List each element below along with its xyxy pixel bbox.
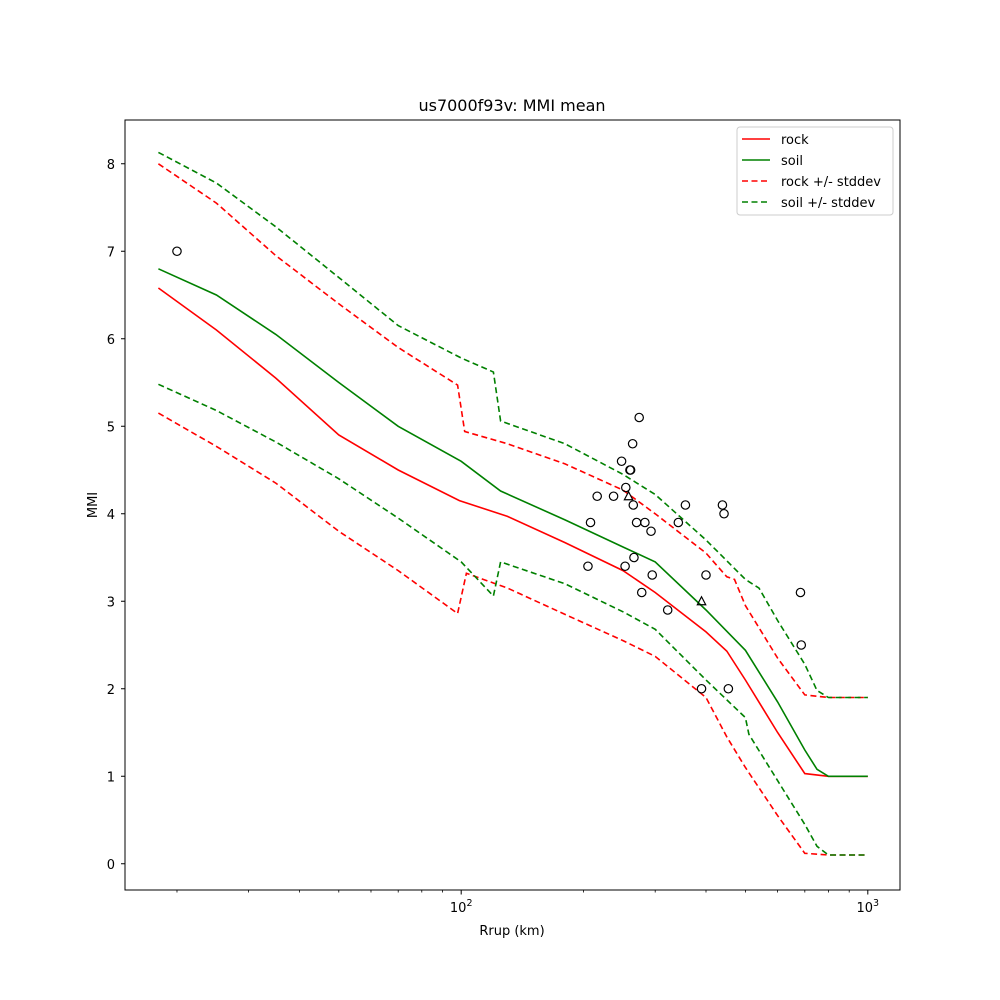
legend-label-soil-stddev: soil +/- stddev — [781, 196, 876, 211]
observation-circle-marker — [621, 482, 631, 493]
observation-triangle-marker — [696, 595, 707, 606]
series-line-rock-stddev — [158, 412, 868, 856]
y-axis-label: MMI — [86, 492, 101, 518]
legend: rock soil rock +/- stddev soil +/- stddev — [736, 126, 894, 216]
observation-triangle-marker — [623, 490, 634, 501]
y-tick-label: 0 — [107, 858, 115, 873]
y-tick-label: 1 — [107, 770, 115, 785]
observation-circle-marker — [662, 605, 673, 615]
chart-title: us7000f93v: MMI mean — [418, 96, 605, 115]
observation-circle-marker — [647, 570, 658, 580]
observation-circle-marker — [172, 246, 182, 257]
x-tick-label: 103 — [857, 898, 880, 916]
series-line-rock — [157, 287, 868, 778]
y-tick-label: 6 — [107, 333, 115, 348]
observation-circle-marker — [634, 412, 644, 423]
observation-circle-marker — [627, 438, 638, 449]
observation-circle-marker — [625, 465, 636, 475]
series-line-soil-stddev — [158, 151, 868, 699]
observation-circle-marker — [583, 561, 593, 572]
series-line-soil — [158, 268, 868, 778]
observation-circle-marker — [719, 508, 729, 519]
observation-circle-marker — [701, 570, 711, 580]
y-tick-label: 7 — [107, 245, 115, 260]
observation-circle-marker — [585, 517, 596, 528]
observation-circle-marker — [616, 456, 627, 467]
observation-circle-marker — [636, 587, 647, 598]
y-tick-label: 4 — [107, 508, 115, 523]
observation-circle-marker — [608, 491, 619, 502]
observation-circle-marker — [717, 500, 728, 510]
legend-label-rock-stddev: rock +/- stddev — [781, 175, 881, 190]
x-tick-label: 102 — [450, 898, 473, 916]
marker-layer — [172, 246, 807, 694]
observation-circle-marker — [796, 640, 807, 650]
observation-circle-marker — [592, 491, 602, 502]
series-line-soil-stddev — [158, 383, 868, 856]
tick-layer: 0 1 2 3 4 5 6 7 8 102 103 — [107, 158, 879, 916]
observation-circle-marker — [696, 683, 707, 694]
series-layer — [157, 151, 868, 856]
legend-label-rock: rock — [781, 133, 809, 148]
x-axis-label: Rrup (km) — [479, 924, 544, 939]
legend-label-soil: soil — [781, 154, 803, 169]
y-tick-label: 8 — [107, 158, 115, 173]
plot-frame — [124, 119, 901, 891]
observation-circle-marker — [723, 683, 734, 694]
y-tick-label: 2 — [107, 683, 115, 698]
observation-circle-marker — [629, 552, 639, 563]
y-tick-label: 5 — [107, 420, 115, 435]
y-tick-label: 3 — [107, 595, 115, 610]
legend-box — [736, 126, 894, 216]
observation-circle-marker — [673, 517, 684, 528]
observation-circle-marker — [640, 517, 650, 528]
observation-circle-marker — [620, 561, 630, 572]
observation-circle-marker — [646, 526, 656, 537]
observation-circle-marker — [628, 500, 639, 510]
observation-circle-marker — [680, 500, 691, 510]
observation-circle-marker — [795, 587, 806, 598]
series-line-rock-stddev — [157, 163, 868, 699]
